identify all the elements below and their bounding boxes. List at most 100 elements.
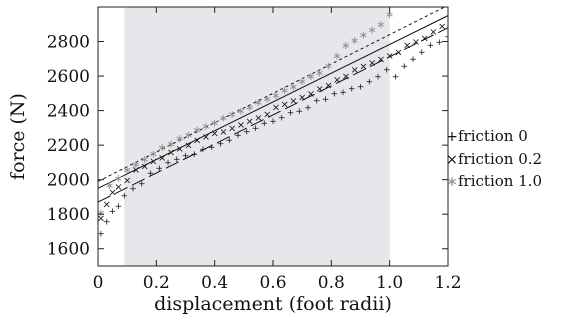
data-point: ∗	[228, 108, 237, 121]
data-point: ×	[140, 161, 148, 172]
y-tick-label: 2800	[47, 33, 90, 53]
y-tick-label: 2400	[47, 102, 90, 122]
data-point: ×	[175, 144, 183, 155]
data-point: ×	[342, 72, 350, 83]
data-point: +	[225, 136, 233, 146]
data-point: +	[427, 41, 435, 51]
data-point: ∗	[350, 34, 359, 47]
data-point: ×	[245, 117, 253, 128]
data-point: +	[173, 155, 181, 165]
data-point: ∗	[306, 70, 315, 83]
data-point: ∗	[385, 8, 394, 21]
legend-marker: +	[446, 129, 458, 145]
legend-item-friction-0: friction 0	[458, 127, 528, 145]
data-point: ×	[289, 96, 297, 107]
legend-marker: ×	[446, 152, 458, 168]
fit-line-0	[98, 27, 448, 203]
data-point: +	[348, 84, 356, 94]
data-point: +	[409, 55, 417, 65]
data-point: +	[199, 145, 207, 155]
data-point: ×	[368, 58, 376, 69]
data-point: ×	[394, 47, 402, 58]
data-point: +	[97, 229, 105, 239]
data-point: ×	[202, 132, 210, 143]
data-point: ×	[315, 84, 323, 95]
fit-lines	[98, 7, 448, 203]
y-axis-label: force (N)	[7, 93, 29, 180]
y-tick-label: 2200	[47, 136, 90, 156]
x-tick-label: 0.8	[318, 273, 345, 293]
data-point: ∗	[254, 96, 263, 109]
data-point: ×	[377, 54, 385, 65]
data-point: +	[313, 96, 321, 106]
data-point: ∗	[289, 80, 298, 93]
data-point: ∗	[114, 172, 123, 185]
data-point: ×	[228, 123, 236, 134]
data-point: +	[234, 131, 242, 141]
data-point: ×	[280, 99, 288, 110]
fit-line-1	[98, 15, 448, 189]
data-point: +	[365, 77, 373, 87]
data-point: ×	[158, 153, 166, 164]
data-point: +	[444, 33, 452, 43]
legend: friction 0 friction 0.2 friction 1.0 + × ∗	[446, 127, 542, 190]
data-point: ×	[132, 165, 140, 176]
data-point: +	[339, 88, 347, 98]
data-point: +	[182, 152, 190, 162]
data-point: ×	[237, 120, 245, 131]
data-point: +	[120, 191, 128, 201]
data-point: +	[115, 202, 123, 212]
data-point: ×	[429, 27, 437, 38]
data-point: ∗	[280, 84, 289, 97]
data-point: ∗	[201, 120, 210, 133]
data-point: +	[392, 72, 400, 82]
data-point: +	[109, 207, 117, 217]
data-point: ∗	[324, 60, 333, 73]
data-point: +	[357, 83, 365, 93]
y-tick-label: 2600	[47, 67, 90, 87]
x-tick-label: 1.2	[434, 273, 461, 293]
data-point: +	[147, 169, 155, 179]
data-point: ∗	[166, 137, 175, 150]
x-tick-label: 1.0	[376, 273, 403, 293]
data-point: +	[217, 140, 225, 150]
data-points: ++++++++++ + + ++ + + ++ + ++ + ++ + ++ ++ + + +++++++++…	[96, 8, 452, 240]
data-point: ×	[219, 127, 227, 138]
x-tick-label: 0.4	[201, 273, 228, 293]
data-point: ∗	[175, 132, 184, 145]
data-point: ∗	[193, 124, 202, 137]
x-axis-label: displacement (foot radii)	[154, 293, 392, 315]
data-point: ∗	[105, 179, 114, 192]
plot-area	[124, 7, 390, 266]
data-point: +	[252, 124, 260, 134]
data-point: ∗	[184, 129, 193, 142]
data-point: ×	[103, 199, 111, 210]
data-point: ×	[272, 103, 280, 114]
data-point: +	[383, 65, 391, 75]
data-point: ∗	[149, 148, 158, 161]
data-point: +	[260, 119, 268, 129]
data-point: +	[330, 90, 338, 100]
data-point: ×	[97, 213, 105, 224]
data-point: +	[164, 159, 172, 169]
data-point: +	[304, 103, 312, 113]
data-point: ×	[333, 75, 341, 86]
data-point: +	[418, 48, 426, 58]
fit-line-2	[98, 7, 446, 182]
y-tick-label: 2000	[47, 171, 90, 191]
data-point: +	[278, 114, 286, 124]
data-point: ∗	[210, 117, 219, 130]
data-point: +	[400, 62, 408, 72]
data-point: +	[243, 128, 251, 138]
data-point: ∗	[219, 111, 228, 124]
data-point: +	[374, 72, 382, 82]
data-point: ∗	[96, 206, 105, 219]
x-axis: 0 0.2 0.4 0.6 0.8 1.0 1.2	[93, 7, 462, 293]
data-point: ∗	[341, 39, 350, 52]
legend-item-friction-1-0: friction 1.0	[458, 172, 542, 190]
data-point: ×	[149, 156, 157, 167]
data-point: +	[435, 38, 443, 48]
y-tick-label: 1800	[47, 205, 90, 225]
data-point: ×	[123, 175, 131, 186]
